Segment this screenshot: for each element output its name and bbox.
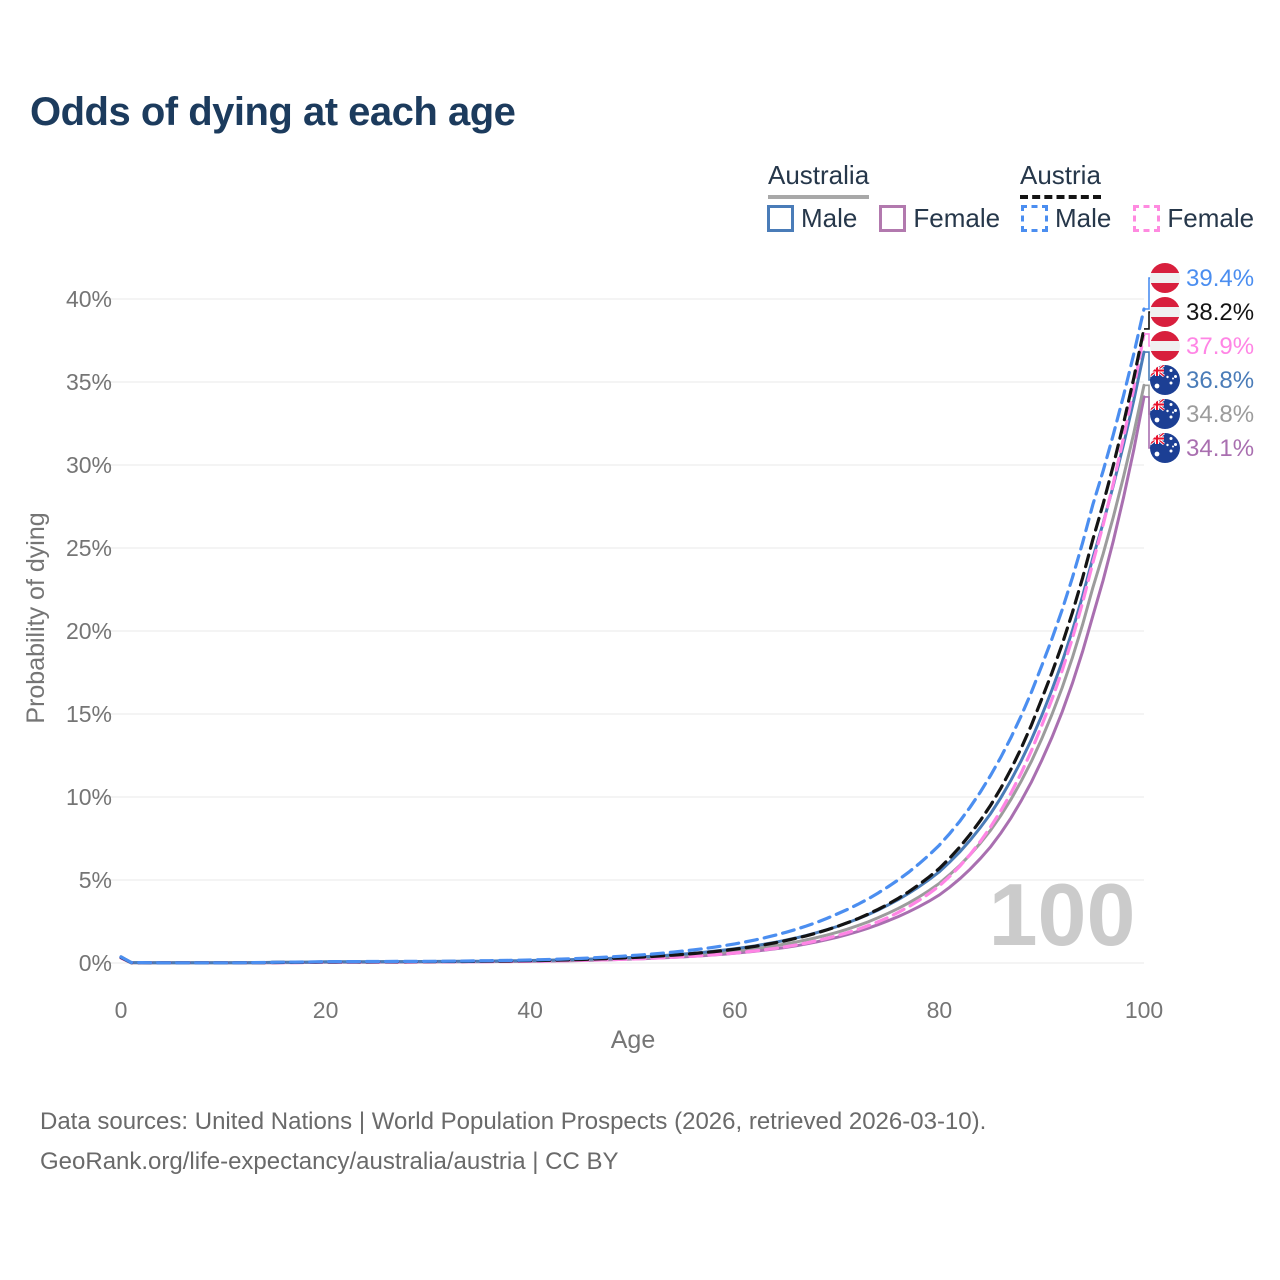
legend-item-australia-female[interactable]: Female xyxy=(879,203,1000,234)
y-tick-label: 20% xyxy=(66,618,112,644)
end-label-value: 37.9% xyxy=(1186,333,1254,360)
y-axis-title: Probability of dying xyxy=(22,512,50,723)
grid-layer: 0% 5% 10% 15% 20% 25% 30% 35% 40% 0 20 40 60 80 100 xyxy=(66,286,1163,1023)
legend-item-label: Male xyxy=(801,203,858,233)
australia-female-swatch-icon xyxy=(879,205,907,232)
legend-group-austria[interactable]: Austria xyxy=(1020,160,1101,199)
x-tick-label: 0 xyxy=(115,997,128,1023)
x-tick-label: 20 xyxy=(313,997,339,1023)
end-label-value: 34.8% xyxy=(1186,401,1254,428)
legend-item-label: Female xyxy=(1167,203,1255,233)
end-label-layer: 39.4% 38.2% 37.9% 36.8% 34.8% 34.1% xyxy=(1144,263,1254,463)
attribution-note: GeoRank.org/life-expectancy/australia/au… xyxy=(40,1148,619,1175)
austria-flag-icon xyxy=(1150,331,1180,361)
austria-male-swatch-icon xyxy=(1021,205,1048,232)
legend-item-label: Female xyxy=(913,203,1001,233)
australia-flag-icon xyxy=(1150,399,1180,429)
data-source-note: Data sources: United Nations | World Pop… xyxy=(40,1108,987,1135)
y-tick-label: 25% xyxy=(66,535,112,561)
end-label-connector xyxy=(1144,396,1152,449)
series-layer xyxy=(119,307,1146,965)
end-label-value: 36.8% xyxy=(1186,367,1254,394)
end-label-value: 39.4% xyxy=(1186,265,1254,292)
y-tick-label: 30% xyxy=(66,452,112,478)
legend-item-australia-male[interactable]: Male xyxy=(767,203,857,234)
australia-flag-icon xyxy=(1150,433,1180,463)
age-cursor-watermark: 100 xyxy=(989,865,1136,964)
y-tick-label: 5% xyxy=(79,867,112,893)
x-tick-label: 40 xyxy=(517,997,543,1023)
austria-female-swatch-icon xyxy=(1133,205,1161,232)
y-tick-label: 35% xyxy=(66,369,112,395)
series-line-austria-male xyxy=(119,307,1146,965)
x-tick-label: 60 xyxy=(722,997,748,1023)
x-axis-title: Age xyxy=(611,1026,655,1054)
legend-group-australia[interactable]: Australia xyxy=(768,160,870,199)
legend-item-label: Male xyxy=(1055,203,1112,233)
legend-item-austria-male[interactable]: Male xyxy=(1021,203,1111,234)
legend-row-austria: Male Female xyxy=(1021,203,1254,234)
end-label-value: 34.1% xyxy=(1186,435,1254,462)
y-tick-label: 40% xyxy=(66,286,112,312)
legend-row-australia: Male Female xyxy=(767,203,1000,234)
end-label-value: 38.2% xyxy=(1186,299,1254,326)
y-tick-label: 0% xyxy=(79,950,112,976)
page-title: Odds of dying at each age xyxy=(30,90,516,134)
legend-item-austria-female[interactable]: Female xyxy=(1133,203,1254,234)
australia-flag-icon xyxy=(1150,365,1180,395)
x-tick-label: 80 xyxy=(927,997,953,1023)
y-tick-label: 10% xyxy=(66,784,112,810)
austria-flag-icon xyxy=(1150,297,1180,327)
australia-male-swatch-icon xyxy=(767,205,794,232)
austria-flag-icon xyxy=(1150,263,1180,293)
y-tick-label: 15% xyxy=(66,701,112,727)
x-tick-label: 100 xyxy=(1125,997,1163,1023)
